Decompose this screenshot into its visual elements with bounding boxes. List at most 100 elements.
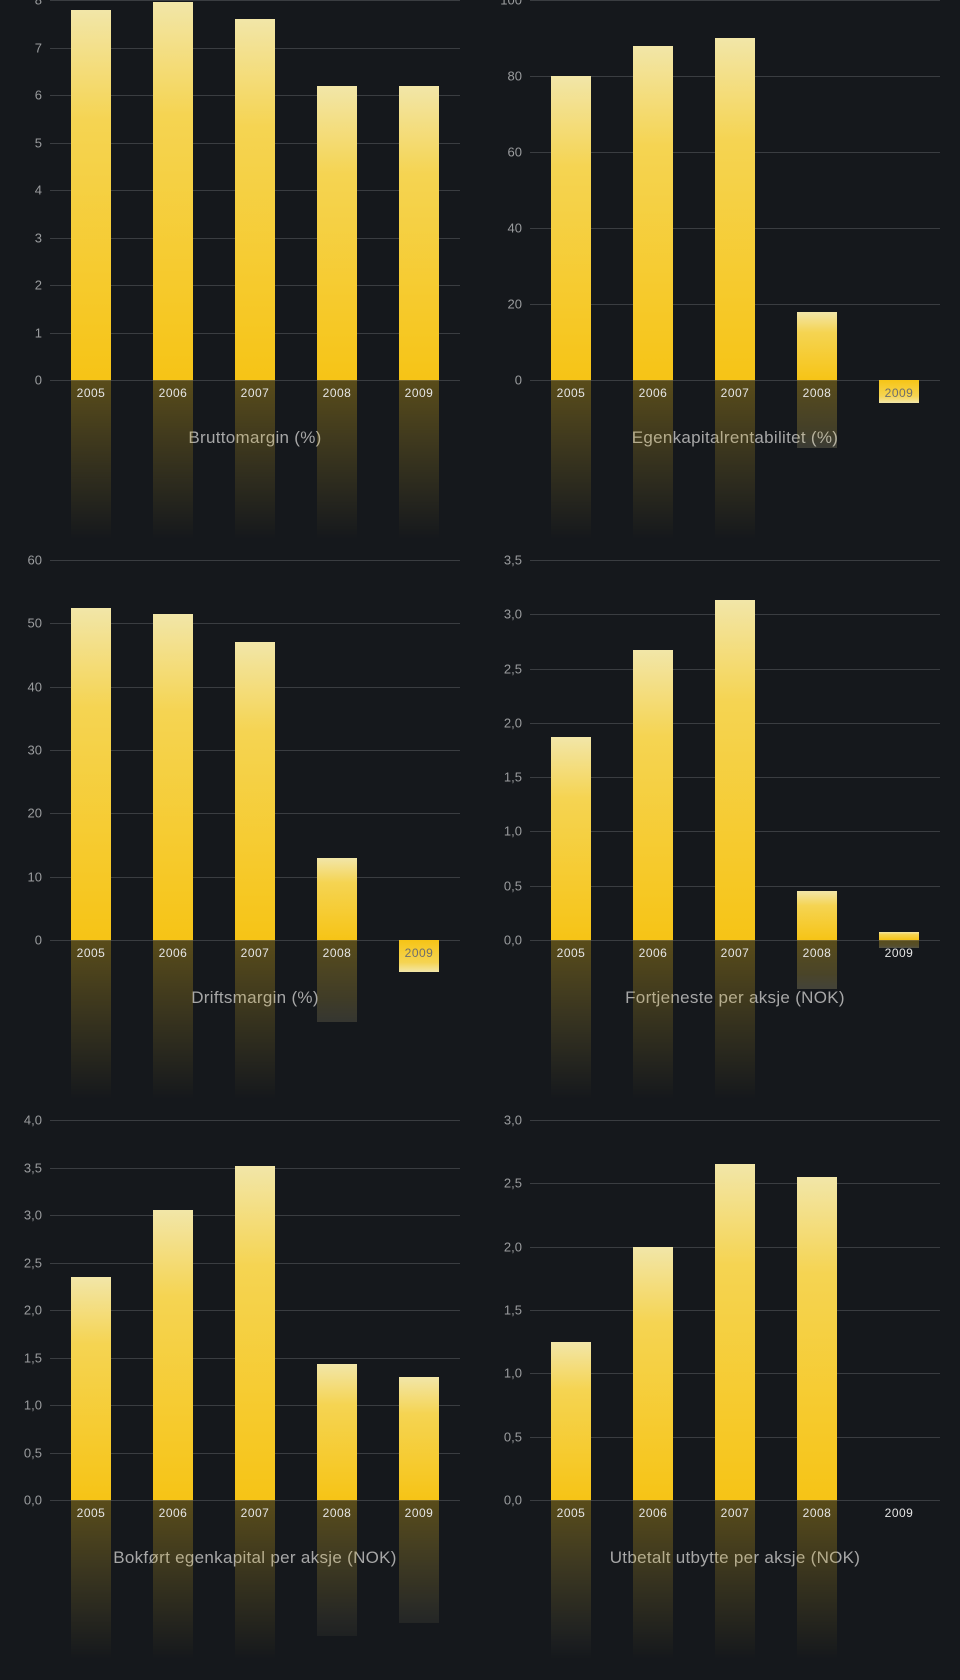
ytick-label: 0,0: [24, 1493, 42, 1508]
ytick-label: 0: [35, 373, 42, 388]
bar-slot: [235, 642, 275, 940]
bar-slot: [551, 737, 591, 940]
xlabel: 2008: [797, 386, 837, 400]
bars: [530, 0, 940, 380]
ytick-label: 0,0: [504, 1493, 522, 1508]
xlabel: 2006: [153, 946, 193, 960]
bar: [879, 932, 919, 940]
xlabel: 2005: [71, 386, 111, 400]
chart-utbetalt: 0,00,51,01,52,02,53,02005200620072008200…: [480, 1120, 960, 1680]
ytick-label: 4,0: [24, 1113, 42, 1128]
xaxis: 20052006200720082009: [50, 386, 460, 400]
ytick-label: 2,0: [24, 1303, 42, 1318]
bar: [317, 86, 357, 381]
xlabel: 2009: [399, 386, 439, 400]
reflection: [50, 1500, 460, 1660]
xlabel: 2007: [715, 946, 755, 960]
bar: [715, 600, 755, 940]
bar: [399, 1377, 439, 1500]
chart-area: 01234567820052006200720082009: [50, 0, 460, 380]
chart-area: 010203040506020052006200720082009: [50, 560, 460, 940]
xlabel: 2008: [317, 386, 357, 400]
ytick-label: 10: [28, 869, 42, 884]
bar-slot: [71, 1277, 111, 1500]
ytick-label: 3,0: [504, 1113, 522, 1128]
chart-driftsmargin: 010203040506020052006200720082009Driftsm…: [0, 560, 480, 1120]
xlabel: 2008: [317, 1506, 357, 1520]
ytick-label: 0,0: [504, 933, 522, 948]
chart-grid: 01234567820052006200720082009Bruttomargi…: [0, 0, 960, 1680]
xlabel: 2007: [235, 386, 275, 400]
ytick-label: 1,5: [504, 1303, 522, 1318]
reflection: [530, 1500, 940, 1660]
bars: [50, 0, 460, 380]
bar-slot: [797, 312, 837, 380]
bars: [530, 560, 940, 940]
ytick-label: 2,0: [504, 1239, 522, 1254]
ytick-label: 80: [508, 69, 522, 84]
xaxis: 20052006200720082009: [530, 386, 940, 400]
chart-fortjeneste: 0,00,51,01,52,02,53,03,52005200620072008…: [480, 560, 960, 1120]
bar-slot: [715, 1164, 755, 1500]
ytick-label: 30: [28, 743, 42, 758]
ytick-label: 3,0: [504, 607, 522, 622]
bar-slot: [317, 1364, 357, 1500]
bar-slot: [235, 19, 275, 380]
bar: [235, 1166, 275, 1500]
ytick-label: 0: [35, 933, 42, 948]
xlabel: 2009: [399, 946, 439, 960]
bar: [633, 46, 673, 380]
bar: [715, 1164, 755, 1500]
ytick-label: 3: [35, 230, 42, 245]
bar: [797, 1177, 837, 1500]
bar-slot: [633, 46, 673, 380]
bar-slot: [715, 600, 755, 940]
bar-slot: [399, 1377, 439, 1500]
xaxis: 20052006200720082009: [530, 946, 940, 960]
chart-bokfort: 0,00,51,01,52,02,53,03,54,02005200620072…: [0, 1120, 480, 1680]
ytick-label: 40: [28, 679, 42, 694]
chart-area: 0,00,51,01,52,02,53,03,54,02005200620072…: [50, 1120, 460, 1500]
bar-slot: [879, 932, 919, 940]
bar: [153, 2, 193, 380]
bar-slot: [235, 1166, 275, 1500]
ytick-label: 20: [28, 806, 42, 821]
ytick-label: 2,5: [504, 661, 522, 676]
bar-slot: [153, 2, 193, 380]
bar-slot: [317, 858, 357, 940]
xlabel: 2005: [551, 946, 591, 960]
xlabel: 2006: [153, 1506, 193, 1520]
ytick-label: 5: [35, 135, 42, 150]
bar: [551, 76, 591, 380]
xlabel: 2009: [399, 1506, 439, 1520]
bar: [399, 86, 439, 381]
reflection: [530, 380, 940, 540]
ytick-label: 3,0: [24, 1208, 42, 1223]
xlabel: 2008: [797, 1506, 837, 1520]
bars: [50, 560, 460, 940]
xlabel: 2006: [633, 946, 673, 960]
ytick-label: 1,0: [504, 1366, 522, 1381]
bar: [235, 642, 275, 940]
bar: [551, 737, 591, 940]
xlabel: 2007: [715, 386, 755, 400]
chart-area: 02040608010020052006200720082009: [530, 0, 940, 380]
xaxis: 20052006200720082009: [50, 1506, 460, 1520]
ytick-label: 100: [500, 0, 522, 8]
bar-slot: [153, 614, 193, 940]
xlabel: 2006: [633, 1506, 673, 1520]
bar: [71, 1277, 111, 1500]
bar: [317, 858, 357, 940]
ytick-label: 20: [508, 297, 522, 312]
ytick-label: 60: [508, 145, 522, 160]
bar: [633, 1247, 673, 1500]
bar-slot: [317, 86, 357, 381]
bar-slot: [551, 76, 591, 380]
ytick-label: 1: [35, 325, 42, 340]
xlabel: 2008: [317, 946, 357, 960]
ytick-label: 2,5: [504, 1176, 522, 1191]
ytick-label: 8: [35, 0, 42, 8]
xaxis: 20052006200720082009: [50, 946, 460, 960]
ytick-label: 2,5: [24, 1255, 42, 1270]
bar-slot: [399, 86, 439, 381]
